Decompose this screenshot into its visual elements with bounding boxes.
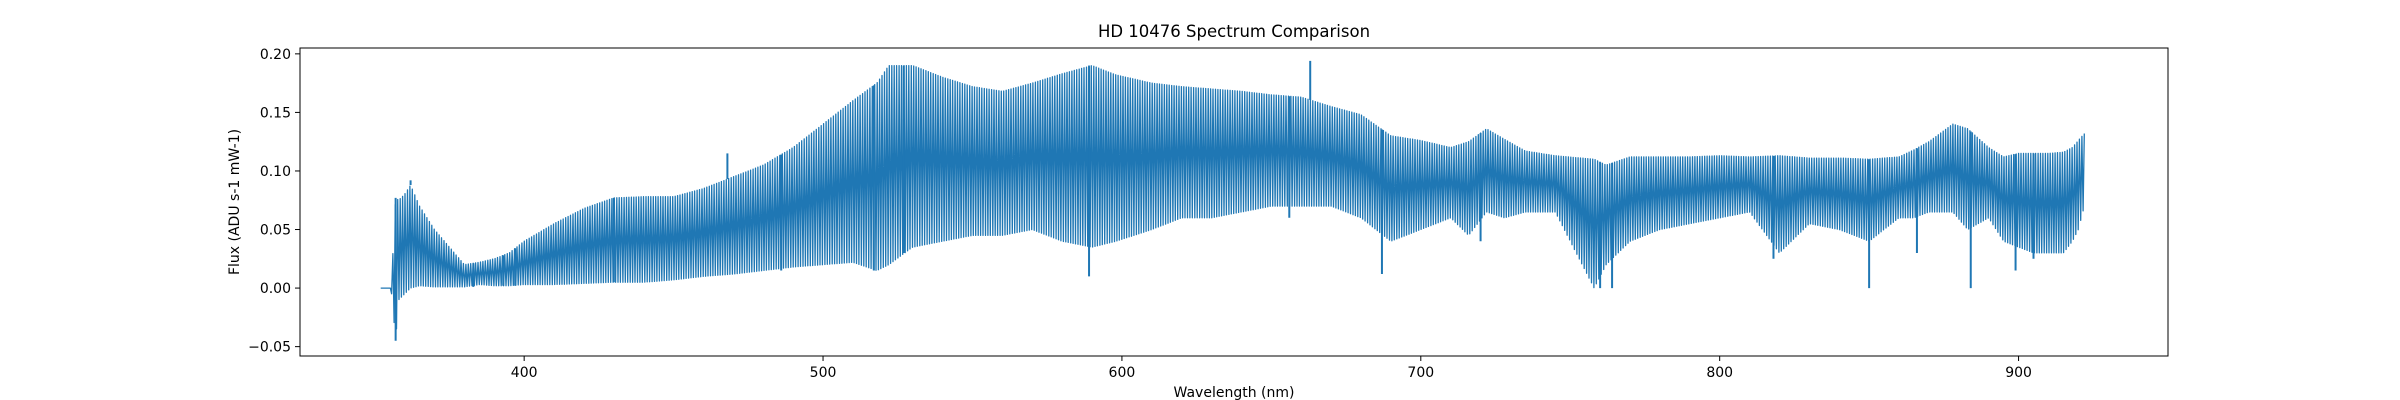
x-tick-label: 900 [2005, 365, 2032, 381]
x-tick-label: 700 [1407, 365, 1434, 381]
series-line-flux [380, 60, 2085, 341]
y-tick-label: 0.15 [260, 105, 291, 121]
y-tick-label: −0.05 [248, 340, 291, 356]
x-axis-label: Wavelength (nm) [1174, 385, 1295, 400]
y-tick-label: 0.20 [260, 47, 291, 63]
plot-area [380, 60, 2085, 341]
y-axis: −0.05 0.00 0.05 0.10 0.15 0.20 [248, 47, 300, 356]
x-tick-label: 500 [810, 365, 837, 381]
y-tick-label: 0.05 [260, 223, 291, 239]
x-tick-label: 600 [1109, 365, 1136, 381]
x-tick-label: 800 [1706, 365, 1733, 381]
y-tick-label: 0.00 [260, 281, 291, 297]
y-tick-label: 0.10 [260, 164, 291, 180]
x-tick-label: 400 [511, 365, 538, 381]
chart-title: HD 10476 Spectrum Comparison [1098, 22, 1370, 41]
spectrum-trace [380, 64, 2085, 330]
axes-frame [299, 47, 2169, 357]
y-axis-label: Flux (ADU s-1 mW-1) [227, 129, 243, 275]
x-axis: 400 500 600 700 800 900 [511, 356, 2032, 381]
